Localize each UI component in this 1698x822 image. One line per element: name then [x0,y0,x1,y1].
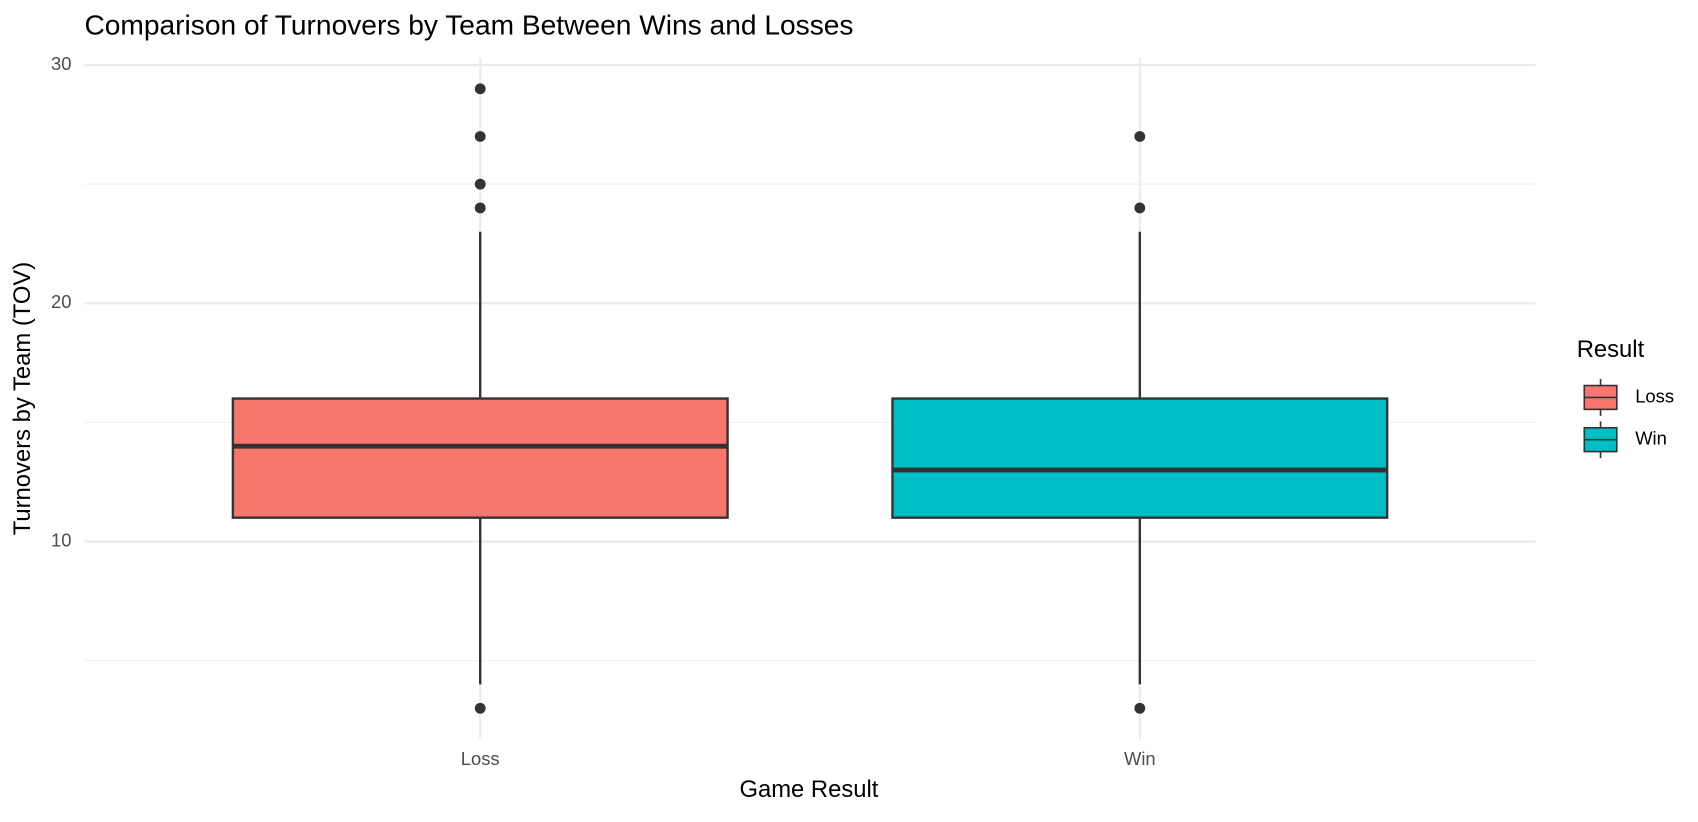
outlier [474,202,486,214]
y-tick-label: 20 [51,291,71,312]
y-axis-label: Turnovers by Team (TOV) [9,262,36,535]
y-tick-label: 10 [51,529,71,550]
legend-label: Win [1635,428,1667,449]
plot-area: 10 20 30 Loss Win [51,53,1536,769]
legend-title: Result [1577,336,1645,363]
outlier [1134,702,1146,714]
x-tick-label: Win [1124,748,1156,769]
box [891,397,1389,519]
outlier [474,178,486,190]
outlier [474,131,486,142]
x-tick-label: Loss [461,748,500,769]
y-tick-label: 30 [51,53,71,74]
x-axis-label: Game Result [739,776,878,803]
chart-title: Comparison of Turnovers by Team Between … [84,10,853,41]
legend-label: Loss [1635,385,1674,406]
outlier [1134,202,1146,214]
outlier [474,702,486,714]
outlier [1134,131,1146,142]
box [231,397,729,519]
outlier [474,83,486,95]
